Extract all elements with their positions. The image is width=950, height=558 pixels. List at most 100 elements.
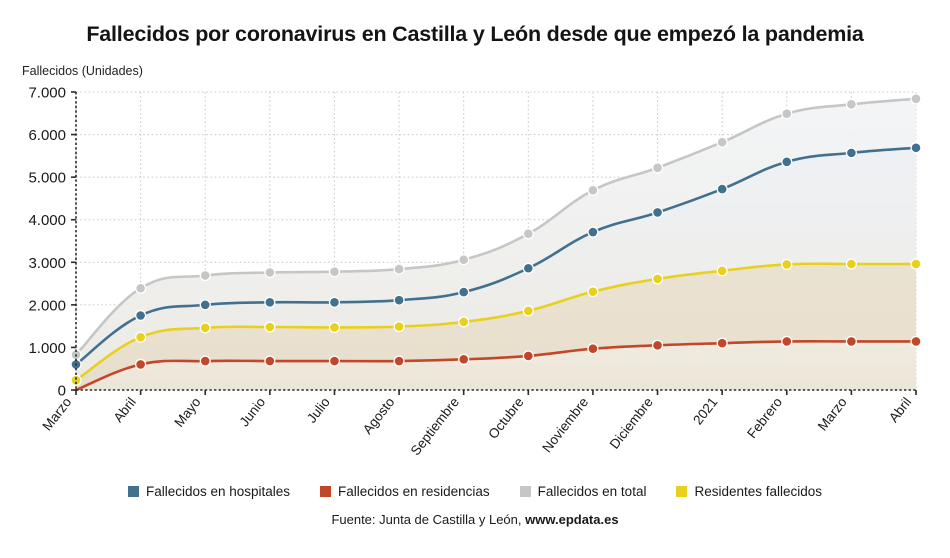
data-point[interactable] <box>524 351 533 361</box>
x-tick-label: Septiembre <box>408 395 462 459</box>
data-point[interactable] <box>136 311 145 320</box>
legend-swatch-icon <box>676 486 688 497</box>
legend-label: Fallecidos en total <box>537 484 647 499</box>
series-area <box>76 341 916 390</box>
data-point[interactable] <box>911 143 921 153</box>
axis-lines <box>75 92 916 391</box>
data-point[interactable] <box>265 268 275 277</box>
data-point[interactable] <box>394 356 404 366</box>
data-point[interactable] <box>717 266 727 276</box>
data-point[interactable] <box>911 94 921 104</box>
x-axis-ticks: Marzo Abril Mayo Junio Julio Agosto Septiembre… <box>39 390 917 459</box>
legend-item[interactable]: Residentes fallecidos <box>676 484 822 499</box>
y-tick-label: 2.000 <box>28 297 66 314</box>
data-point[interactable] <box>136 360 145 369</box>
x-tick-label: Agosto <box>360 395 398 437</box>
y-axis-label: Fallecidos (Unidades) <box>22 64 143 78</box>
series-line <box>74 340 918 392</box>
source-prefix: Fuente: Junta de Castilla y León, <box>331 512 526 527</box>
y-tick-label: 4.000 <box>28 212 66 229</box>
data-point[interactable] <box>717 338 727 348</box>
legend-item[interactable]: Fallecidos en hospitales <box>127 484 291 499</box>
data-point[interactable] <box>524 263 533 273</box>
data-point[interactable] <box>782 337 792 346</box>
data-point[interactable] <box>330 298 339 307</box>
y-tick-label: 7.000 <box>28 85 66 102</box>
data-point[interactable] <box>200 271 210 280</box>
y-tick-label: 3.000 <box>28 255 66 272</box>
data-point[interactable] <box>200 300 210 310</box>
x-tick-label: Abril <box>886 395 914 426</box>
y-tick-label: 6.000 <box>28 127 66 144</box>
data-point[interactable] <box>653 274 662 284</box>
data-point[interactable] <box>782 157 792 167</box>
data-point[interactable] <box>71 375 81 385</box>
data-point[interactable] <box>330 323 339 332</box>
series-line <box>74 262 918 382</box>
data-point[interactable] <box>847 100 856 109</box>
data-point[interactable] <box>588 186 598 195</box>
data-point[interactable] <box>330 267 339 276</box>
data-point[interactable] <box>653 163 662 173</box>
data-point[interactable] <box>911 259 921 269</box>
legend-label: Fallecidos en hospitales <box>145 484 291 499</box>
x-tick-label: 2021 <box>690 395 720 428</box>
data-point[interactable] <box>524 229 533 239</box>
data-point[interactable] <box>265 322 275 332</box>
data-point[interactable] <box>200 356 210 366</box>
data-point[interactable] <box>524 306 533 316</box>
data-point[interactable] <box>588 227 598 237</box>
x-tick-label: Octubre <box>485 395 526 442</box>
data-point[interactable] <box>330 356 339 366</box>
data-point[interactable] <box>265 356 275 366</box>
x-tick-label: Noviembre <box>539 395 591 456</box>
x-tick-label: Junio <box>237 395 269 430</box>
series-areas <box>76 98 916 390</box>
data-point[interactable] <box>653 341 662 350</box>
data-point[interactable] <box>653 208 662 217</box>
data-point[interactable] <box>459 317 468 327</box>
y-tick-label: 0 <box>58 383 66 400</box>
x-tick-label: Marzo <box>39 395 74 434</box>
data-point[interactable] <box>459 355 468 364</box>
source-site: www.epdata.es <box>525 512 619 527</box>
legend-swatch-icon <box>127 486 139 497</box>
data-point[interactable] <box>394 322 404 331</box>
data-point[interactable] <box>847 337 856 346</box>
legend-item[interactable]: Fallecidos en total <box>519 484 647 499</box>
data-point[interactable] <box>394 264 404 274</box>
data-point[interactable] <box>782 109 792 119</box>
data-point[interactable] <box>136 283 145 293</box>
data-point[interactable] <box>782 260 792 269</box>
x-tick-label: Febrero <box>744 395 785 441</box>
legend-label: Fallecidos en residencias <box>338 484 490 499</box>
x-tick-label: Julio <box>304 395 333 426</box>
legend-label: Residentes fallecidos <box>694 484 823 499</box>
data-point[interactable] <box>394 295 404 305</box>
y-tick-label: 5.000 <box>28 170 66 187</box>
data-point[interactable] <box>200 323 210 333</box>
x-tick-label: Abril <box>111 395 139 426</box>
legend-swatch-icon <box>320 486 332 497</box>
data-point[interactable] <box>588 287 598 296</box>
data-point[interactable] <box>265 298 275 307</box>
y-tick-label: 1.000 <box>28 340 66 357</box>
x-tick-label: Mayo <box>171 395 203 430</box>
legend-swatch-icon <box>519 486 531 497</box>
legend-item[interactable]: Fallecidos en residencias <box>320 484 490 499</box>
data-point[interactable] <box>717 184 727 194</box>
data-point[interactable] <box>847 148 856 158</box>
data-point[interactable] <box>136 332 145 342</box>
data-point[interactable] <box>847 259 856 269</box>
data-point[interactable] <box>459 255 468 265</box>
chart-legend: Fallecidos en hospitales Fallecidos en re… <box>0 484 950 499</box>
y-axis-ticks: 0 1.000 2.000 3.000 4.000 5.000 6.000 7.000 <box>28 85 76 400</box>
x-tick-label: Diciembre <box>607 395 656 452</box>
data-point[interactable] <box>588 344 598 354</box>
data-point[interactable] <box>717 137 727 147</box>
source-note: Fuente: Junta de Castilla y León, www.ep… <box>0 512 950 527</box>
data-point[interactable] <box>911 337 921 346</box>
data-point[interactable] <box>459 287 468 297</box>
